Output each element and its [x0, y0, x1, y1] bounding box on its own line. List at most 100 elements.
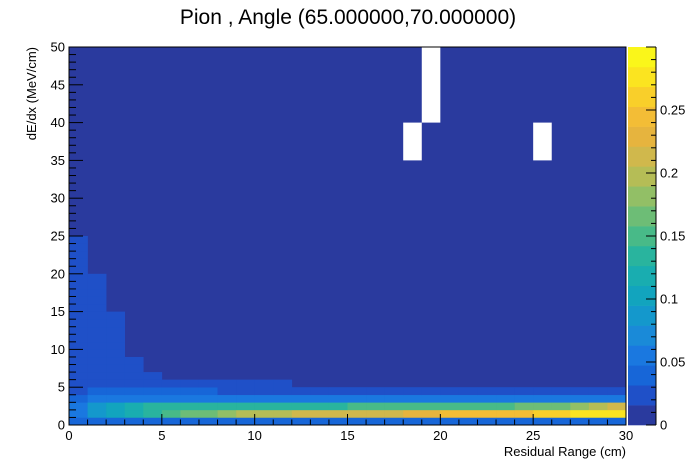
heatmap-bin	[570, 402, 590, 411]
heatmap-bin	[217, 379, 237, 388]
heatmap-bin	[69, 387, 88, 396]
color-scale-step	[628, 186, 656, 207]
heatmap-bin	[106, 387, 125, 396]
color-scale-step	[628, 265, 656, 287]
heatmap-bin	[384, 394, 404, 403]
heatmap-bin	[421, 409, 441, 418]
y-tick-label: 15	[51, 304, 65, 319]
heatmap-bin	[607, 394, 627, 403]
heatmap-bin	[69, 319, 88, 328]
heatmap-bin	[347, 394, 367, 403]
heatmap-bin	[403, 417, 423, 426]
x-tick-label: 25	[526, 428, 540, 443]
heatmap-bin	[124, 417, 144, 426]
heatmap-bin	[551, 394, 571, 403]
heatmap-bin	[180, 379, 200, 388]
heatmap-bin	[106, 372, 125, 380]
color-scale-step	[628, 245, 656, 267]
heatmap-bin	[273, 402, 293, 411]
heatmap-bin	[254, 387, 274, 396]
z-tick-label: 0.15	[660, 229, 685, 244]
heatmap-bin	[87, 326, 107, 335]
heatmap-bin	[106, 319, 125, 328]
heatmap-bin	[87, 281, 107, 290]
heatmap-bin	[403, 394, 423, 403]
empty-bin	[421, 47, 441, 123]
heatmap-bin	[551, 387, 571, 396]
color-scale-step	[628, 345, 656, 366]
heatmap-bin	[106, 311, 125, 320]
y-tick-label: 10	[51, 342, 65, 357]
heatmap-bin	[106, 394, 125, 403]
heatmap-bin	[180, 394, 200, 403]
heatmap-bin	[291, 402, 311, 411]
heatmap-bin	[236, 409, 255, 418]
heatmap-bin	[458, 417, 478, 426]
heatmap-bin	[310, 417, 330, 426]
heatmap-bin	[69, 409, 88, 418]
heatmap-bin	[328, 417, 348, 426]
heatmap-bin	[69, 296, 88, 305]
heatmap-bin	[570, 387, 590, 396]
y-tick-label: 25	[51, 229, 65, 244]
heatmap-bin	[496, 417, 515, 426]
color-scale-step	[628, 126, 656, 147]
color-scale-step	[628, 365, 656, 386]
heatmap-bin	[69, 349, 88, 358]
heatmap-bin	[87, 288, 107, 297]
heatmap-bin	[143, 417, 163, 426]
heatmap-bin	[254, 394, 274, 403]
heatmap-bin	[254, 379, 274, 388]
heatmap-bin	[69, 311, 88, 320]
heatmap-bin	[514, 409, 534, 418]
heatmap-bin	[310, 409, 330, 418]
y-tick-label: 0	[58, 418, 65, 433]
heatmap-bin	[106, 326, 125, 335]
heatmap-bin	[69, 326, 88, 335]
heatmap-bin	[69, 304, 88, 312]
heatmap-bin	[328, 409, 348, 418]
heatmap-bin	[143, 402, 163, 411]
heatmap-bin	[291, 409, 311, 418]
heatmap-bin	[291, 387, 311, 396]
heatmap-bin	[570, 394, 590, 403]
heatmap-bin	[143, 409, 163, 418]
y-tick-label: 40	[51, 115, 65, 130]
heatmap-bin	[551, 417, 571, 426]
heatmap-bin	[217, 402, 237, 411]
heatmap-bin	[273, 417, 293, 426]
heatmap-bin	[496, 394, 515, 403]
heatmap-bin	[458, 402, 478, 411]
heatmap-bin	[328, 394, 348, 403]
heatmap-bin	[198, 387, 218, 396]
heatmap-bin	[143, 394, 163, 403]
heatmap-bin	[347, 402, 367, 411]
heatmap-bin	[106, 334, 125, 343]
heatmap-bin	[180, 387, 200, 396]
heatmap-bin	[69, 273, 88, 282]
heatmap-bin	[143, 379, 163, 388]
heatmap-bin	[440, 402, 460, 411]
color-scale-step	[628, 66, 656, 88]
heatmap-bin	[273, 409, 293, 418]
heatmap-bin	[607, 387, 627, 396]
heatmap-bin	[254, 402, 274, 411]
heatmap-bin	[533, 402, 553, 411]
heatmap-bin	[106, 409, 125, 418]
y-tick-label: 35	[51, 153, 65, 168]
heatmap-background	[69, 47, 626, 425]
heatmap-bin	[180, 417, 200, 426]
heatmap-bin	[551, 409, 571, 418]
heatmap-bin	[588, 402, 608, 411]
heatmap-bin	[106, 349, 125, 358]
heatmap-bin	[458, 387, 478, 396]
heatmap-bin	[69, 334, 88, 343]
heatmap-bin	[124, 379, 144, 388]
heatmap-bin	[87, 417, 107, 426]
heatmap-bin	[69, 341, 88, 350]
chart-title: Pion , Angle (65.000000,70.000000)	[180, 6, 516, 29]
heatmap-bin	[69, 251, 88, 259]
heatmap-bin	[124, 394, 144, 403]
heatmap-bin	[607, 417, 627, 426]
heatmap-bin	[588, 387, 608, 396]
